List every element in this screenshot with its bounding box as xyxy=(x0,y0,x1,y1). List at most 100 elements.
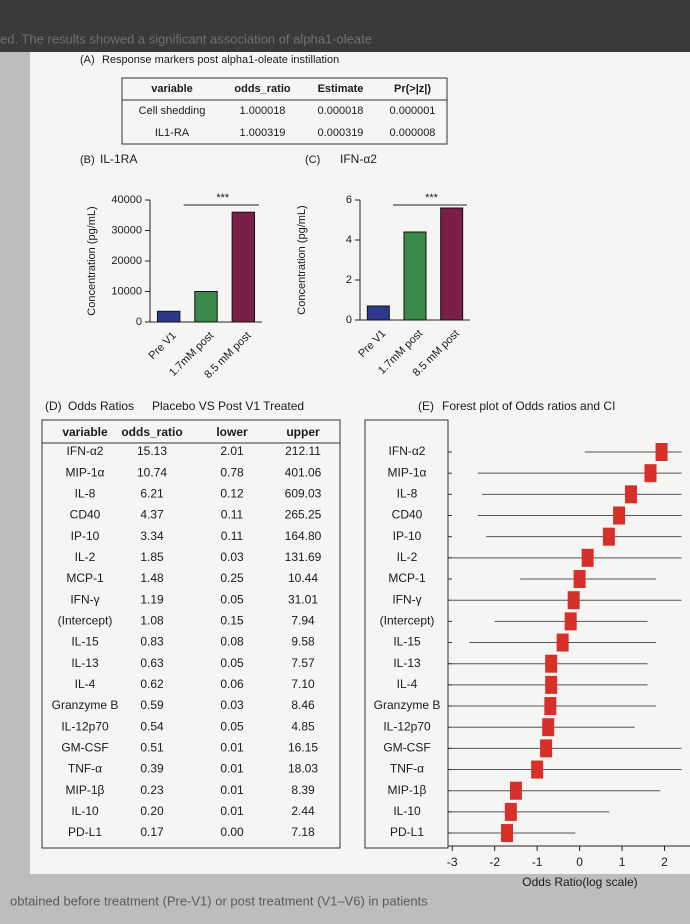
row-label: MIP-1β xyxy=(388,783,427,797)
table-cell: (Intercept) xyxy=(58,614,113,628)
table-cell: 1.08 xyxy=(140,614,164,628)
y-tick-label: 40000 xyxy=(111,194,142,206)
table-cell: 0.17 xyxy=(140,825,164,839)
row-label: MIP-1α xyxy=(388,465,427,479)
point-estimate xyxy=(504,802,517,821)
table-cell: 0.01 xyxy=(220,804,244,818)
x-tick-label: 0 xyxy=(576,855,583,869)
column-header: odds_ratio xyxy=(121,425,182,439)
label-box xyxy=(364,419,449,849)
table-cell: IL-12p70 xyxy=(61,719,109,733)
table-cell: Cell shedding xyxy=(139,105,206,117)
table-cell: 0.00 xyxy=(220,825,244,839)
table-cell: MIP-1α xyxy=(66,465,105,479)
panel-title: IL-1RA xyxy=(100,152,137,166)
table-cell: 1.000319 xyxy=(240,127,286,139)
table-cell: 4.37 xyxy=(140,508,164,522)
table-cell: IL1-RA xyxy=(155,127,190,139)
y-tick-label: 0 xyxy=(346,314,352,326)
table-cell: 0.01 xyxy=(220,762,244,776)
table-cell: 0.01 xyxy=(220,741,244,755)
bar xyxy=(231,211,256,323)
table-cell: 0.000319 xyxy=(318,127,364,139)
point-estimate xyxy=(602,527,615,546)
table-border xyxy=(121,77,448,145)
y-tick-label: 2 xyxy=(346,274,352,286)
column-header: variable xyxy=(62,425,108,439)
table-cell: 0.000018 xyxy=(318,105,364,117)
bar xyxy=(366,305,390,321)
table-cell: 10.44 xyxy=(288,571,318,585)
table-cell: 0.000001 xyxy=(390,105,436,117)
point-estimate xyxy=(545,654,558,673)
table-cell: IL-4 xyxy=(75,677,96,691)
y-tick-label: 20000 xyxy=(111,255,142,267)
table-cell: IL-2 xyxy=(75,550,96,564)
point-estimate xyxy=(581,548,594,567)
point-estimate xyxy=(556,633,569,652)
table-cell: 0.03 xyxy=(220,550,244,564)
point-estimate xyxy=(624,485,637,504)
panel-label: (B) xyxy=(80,154,95,166)
table-cell: 1.000018 xyxy=(240,105,286,117)
table-cell: 265.25 xyxy=(285,508,322,522)
table-cell: 401.06 xyxy=(285,465,322,479)
table-cell: 7.18 xyxy=(291,825,315,839)
row-label: (Intercept) xyxy=(380,614,435,628)
row-label: GM-CSF xyxy=(383,741,430,755)
row-label: TNF-α xyxy=(390,762,424,776)
table-cell: 0.51 xyxy=(140,741,164,755)
table-cell: 0.01 xyxy=(220,783,244,797)
background-text: obtained before treatment (Pre-V1) or po… xyxy=(10,893,428,908)
table-cell: CD40 xyxy=(70,508,101,522)
point-estimate xyxy=(613,506,626,525)
point-estimate xyxy=(501,824,514,843)
table-cell: 0.23 xyxy=(140,783,164,797)
table-cell: 1.19 xyxy=(140,592,164,606)
point-estimate xyxy=(644,464,657,483)
table-cell: IP-10 xyxy=(71,529,100,543)
x-tick-label: -1 xyxy=(532,855,543,869)
column-header: upper xyxy=(286,425,320,439)
table-cell: 1.48 xyxy=(140,571,164,585)
table-cell: 0.39 xyxy=(140,762,164,776)
table-cell: 8.46 xyxy=(291,698,315,712)
point-estimate xyxy=(542,718,555,737)
table-cell: 0.03 xyxy=(220,698,244,712)
table-cell: 164.80 xyxy=(285,529,322,543)
table-cell: 2.44 xyxy=(291,804,315,818)
table-cell: 15.13 xyxy=(137,444,167,458)
panel-label: (A) xyxy=(80,54,95,66)
table-cell: GM-CSF xyxy=(61,741,108,755)
table-cell: 0.83 xyxy=(140,635,164,649)
table-cell: 0.62 xyxy=(140,677,164,691)
table-cell: 0.54 xyxy=(140,719,164,733)
table-cell: 0.06 xyxy=(220,677,244,691)
table-cell: 4.85 xyxy=(291,719,315,733)
y-tick-label: 6 xyxy=(346,194,352,206)
panel-title: Response markers post alpha1-oleate inst… xyxy=(102,54,339,66)
y-tick-label: 4 xyxy=(346,234,352,246)
row-label: PD-L1 xyxy=(390,825,424,839)
panel-title: Forest plot of Odds ratios and CI xyxy=(442,399,615,413)
bar xyxy=(440,207,464,321)
x-tick-label: -3 xyxy=(447,855,458,869)
significance: *** xyxy=(216,192,230,204)
panel-title: Odds Ratios xyxy=(68,399,134,413)
table-cell: 2.01 xyxy=(220,444,244,458)
table-cell: 6.21 xyxy=(140,487,164,501)
table-cell: IL-15 xyxy=(71,635,99,649)
panel-label: (C) xyxy=(305,154,320,166)
table-cell: 0.12 xyxy=(220,487,244,501)
table-cell: 0.11 xyxy=(221,508,244,522)
forest-marks xyxy=(448,443,682,843)
x-tick-label: 1 xyxy=(619,855,626,869)
bar xyxy=(156,310,181,323)
panel-title: IFN-α2 xyxy=(340,152,377,166)
table-cell: PD-L1 xyxy=(68,825,102,839)
table-cell: 0.05 xyxy=(220,592,244,606)
row-label: IL-13 xyxy=(393,656,421,670)
column-header: lower xyxy=(216,425,248,439)
table-cell: 0.59 xyxy=(140,698,164,712)
